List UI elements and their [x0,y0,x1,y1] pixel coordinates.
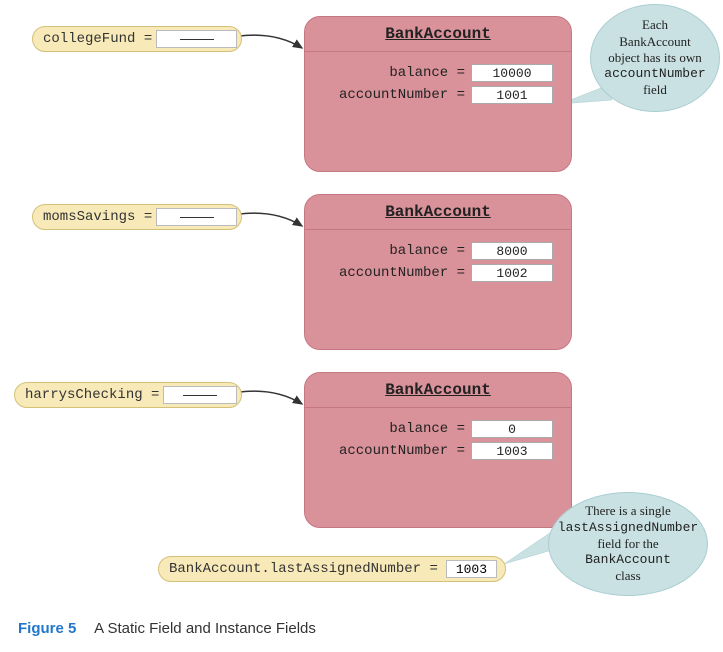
obj-field-row: balance =10000 [305,62,571,84]
obj-collegeFund: BankAccountbalance =10000accountNumber =… [304,16,572,172]
callout-line: There is a single [558,503,698,519]
static-field-label: BankAccount.lastAssignedNumber = [169,561,438,577]
obj-title: BankAccount [305,17,571,47]
callout-line: BankAccount [604,34,705,50]
callout-accountNumber: EachBankAccountobject has its ownaccount… [590,4,720,112]
obj-title: BankAccount [305,373,571,403]
obj-harrysChecking: BankAccountbalance =0accountNumber =1003 [304,372,572,528]
callout-line: BankAccount [558,552,698,568]
obj-divider [305,229,571,230]
var-box-collegeFund: collegeFund = [32,26,242,52]
obj-field-row: accountNumber =1003 [305,440,571,462]
obj-field-label: balance = [389,421,471,437]
obj-field-label: balance = [389,65,471,81]
obj-field-value: 1003 [471,442,553,460]
obj-field-row: balance =0 [305,418,571,440]
callout-line: class [558,568,698,584]
callout-lastAssigned: There is a singlelastAssignedNumberfield… [548,492,708,596]
var-box-harrysChecking: harrysChecking = [14,382,242,408]
obj-field-value: 1002 [471,264,553,282]
callout-line: accountNumber [604,66,705,82]
obj-divider [305,51,571,52]
figure-number: Figure 5 [18,620,76,637]
obj-field-value: 8000 [471,242,553,260]
callout-line: lastAssignedNumber [558,520,698,536]
var-slot [156,208,237,226]
obj-field-label: accountNumber = [339,265,471,281]
obj-field-row: accountNumber =1002 [305,262,571,284]
obj-field-value: 0 [471,420,553,438]
callout-line: field [604,82,705,98]
static-field-box: BankAccount.lastAssignedNumber = 1003 [158,556,506,582]
obj-field-value: 10000 [471,64,553,82]
static-field-value: 1003 [446,560,497,578]
obj-title: BankAccount [305,195,571,225]
obj-field-label: accountNumber = [339,443,471,459]
var-box-momsSavings: momsSavings = [32,204,242,230]
obj-field-value: 1001 [471,86,553,104]
var-label: momsSavings = [43,209,152,225]
figure-text: A Static Field and Instance Fields [94,620,316,637]
obj-field-label: accountNumber = [339,87,471,103]
var-label: collegeFund = [43,31,152,47]
var-slot [163,386,237,404]
callout-line: Each [604,17,705,33]
figure-caption: Figure 5 A Static Field and Instance Fie… [18,620,316,638]
var-label: harrysChecking = [25,387,159,403]
callout-line: field for the [558,536,698,552]
obj-divider [305,407,571,408]
obj-field-row: accountNumber =1001 [305,84,571,106]
obj-field-row: balance =8000 [305,240,571,262]
obj-momsSavings: BankAccountbalance =8000accountNumber =1… [304,194,572,350]
obj-field-label: balance = [389,243,471,259]
var-slot [156,30,237,48]
callout-line: object has its own [604,50,705,66]
